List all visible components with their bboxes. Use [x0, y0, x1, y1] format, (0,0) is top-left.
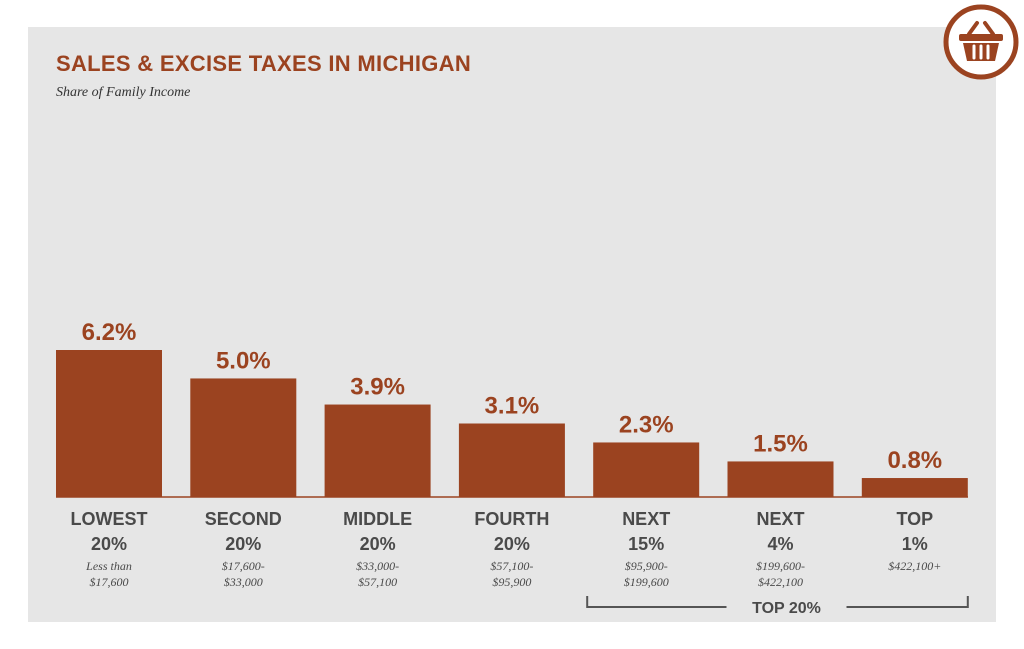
bar-value-label: 3.1%: [485, 393, 540, 420]
group-bracket-left: [586, 596, 727, 608]
chart-title: SALES & EXCISE TAXES IN MICHIGAN: [56, 51, 472, 76]
income-range-label: $57,100-: [490, 559, 533, 573]
category-label: 4%: [767, 534, 793, 554]
income-range-label: $17,600-: [222, 559, 265, 573]
income-range-label: $199,600: [624, 575, 669, 589]
income-range-label: $95,900-: [625, 559, 668, 573]
income-range-label: Less than: [85, 559, 132, 573]
category-label: 20%: [360, 534, 396, 554]
chart-panel: [28, 27, 996, 622]
income-range-label: $422,100+: [888, 559, 941, 573]
bar: [727, 461, 834, 497]
category-label: MIDDLE: [343, 509, 412, 529]
bar-value-label: 6.2%: [82, 319, 137, 346]
bar: [324, 404, 431, 497]
category-label: 1%: [902, 534, 928, 554]
bar-value-label: 0.8%: [887, 447, 942, 474]
category-label: FOURTH: [474, 509, 549, 529]
income-range-label: $17,600: [90, 575, 129, 589]
category-label: TOP: [896, 509, 933, 529]
bar-value-label: 1.5%: [753, 430, 808, 457]
income-range-label: $199,600-: [756, 559, 805, 573]
group-bracket-right: [846, 596, 969, 608]
bar: [593, 442, 700, 497]
bar: [56, 350, 162, 497]
category-label: LOWEST: [71, 509, 148, 529]
category-label: 20%: [494, 534, 530, 554]
category-label: SECOND: [205, 509, 282, 529]
bar-value-label: 5.0%: [216, 347, 271, 374]
income-range-label: $422,100: [758, 575, 803, 589]
bar: [190, 378, 297, 497]
category-label: NEXT: [622, 509, 670, 529]
category-label: 15%: [628, 534, 664, 554]
bar: [458, 423, 565, 497]
bar: [861, 478, 968, 497]
category-label: 20%: [91, 534, 127, 554]
income-range-label: $33,000-: [356, 559, 399, 573]
income-range-label: $33,000: [224, 575, 263, 589]
category-label: NEXT: [756, 509, 804, 529]
bar-value-label: 2.3%: [619, 411, 674, 438]
income-range-label: $95,900: [492, 575, 531, 589]
income-range-label: $57,100: [358, 575, 397, 589]
bar-value-label: 3.9%: [350, 374, 405, 401]
chart-subtitle: Share of Family Income: [56, 85, 191, 100]
group-bracket-label: TOP 20%: [752, 600, 821, 617]
category-label: 20%: [225, 534, 261, 554]
shopping-basket-icon: [943, 4, 1019, 80]
